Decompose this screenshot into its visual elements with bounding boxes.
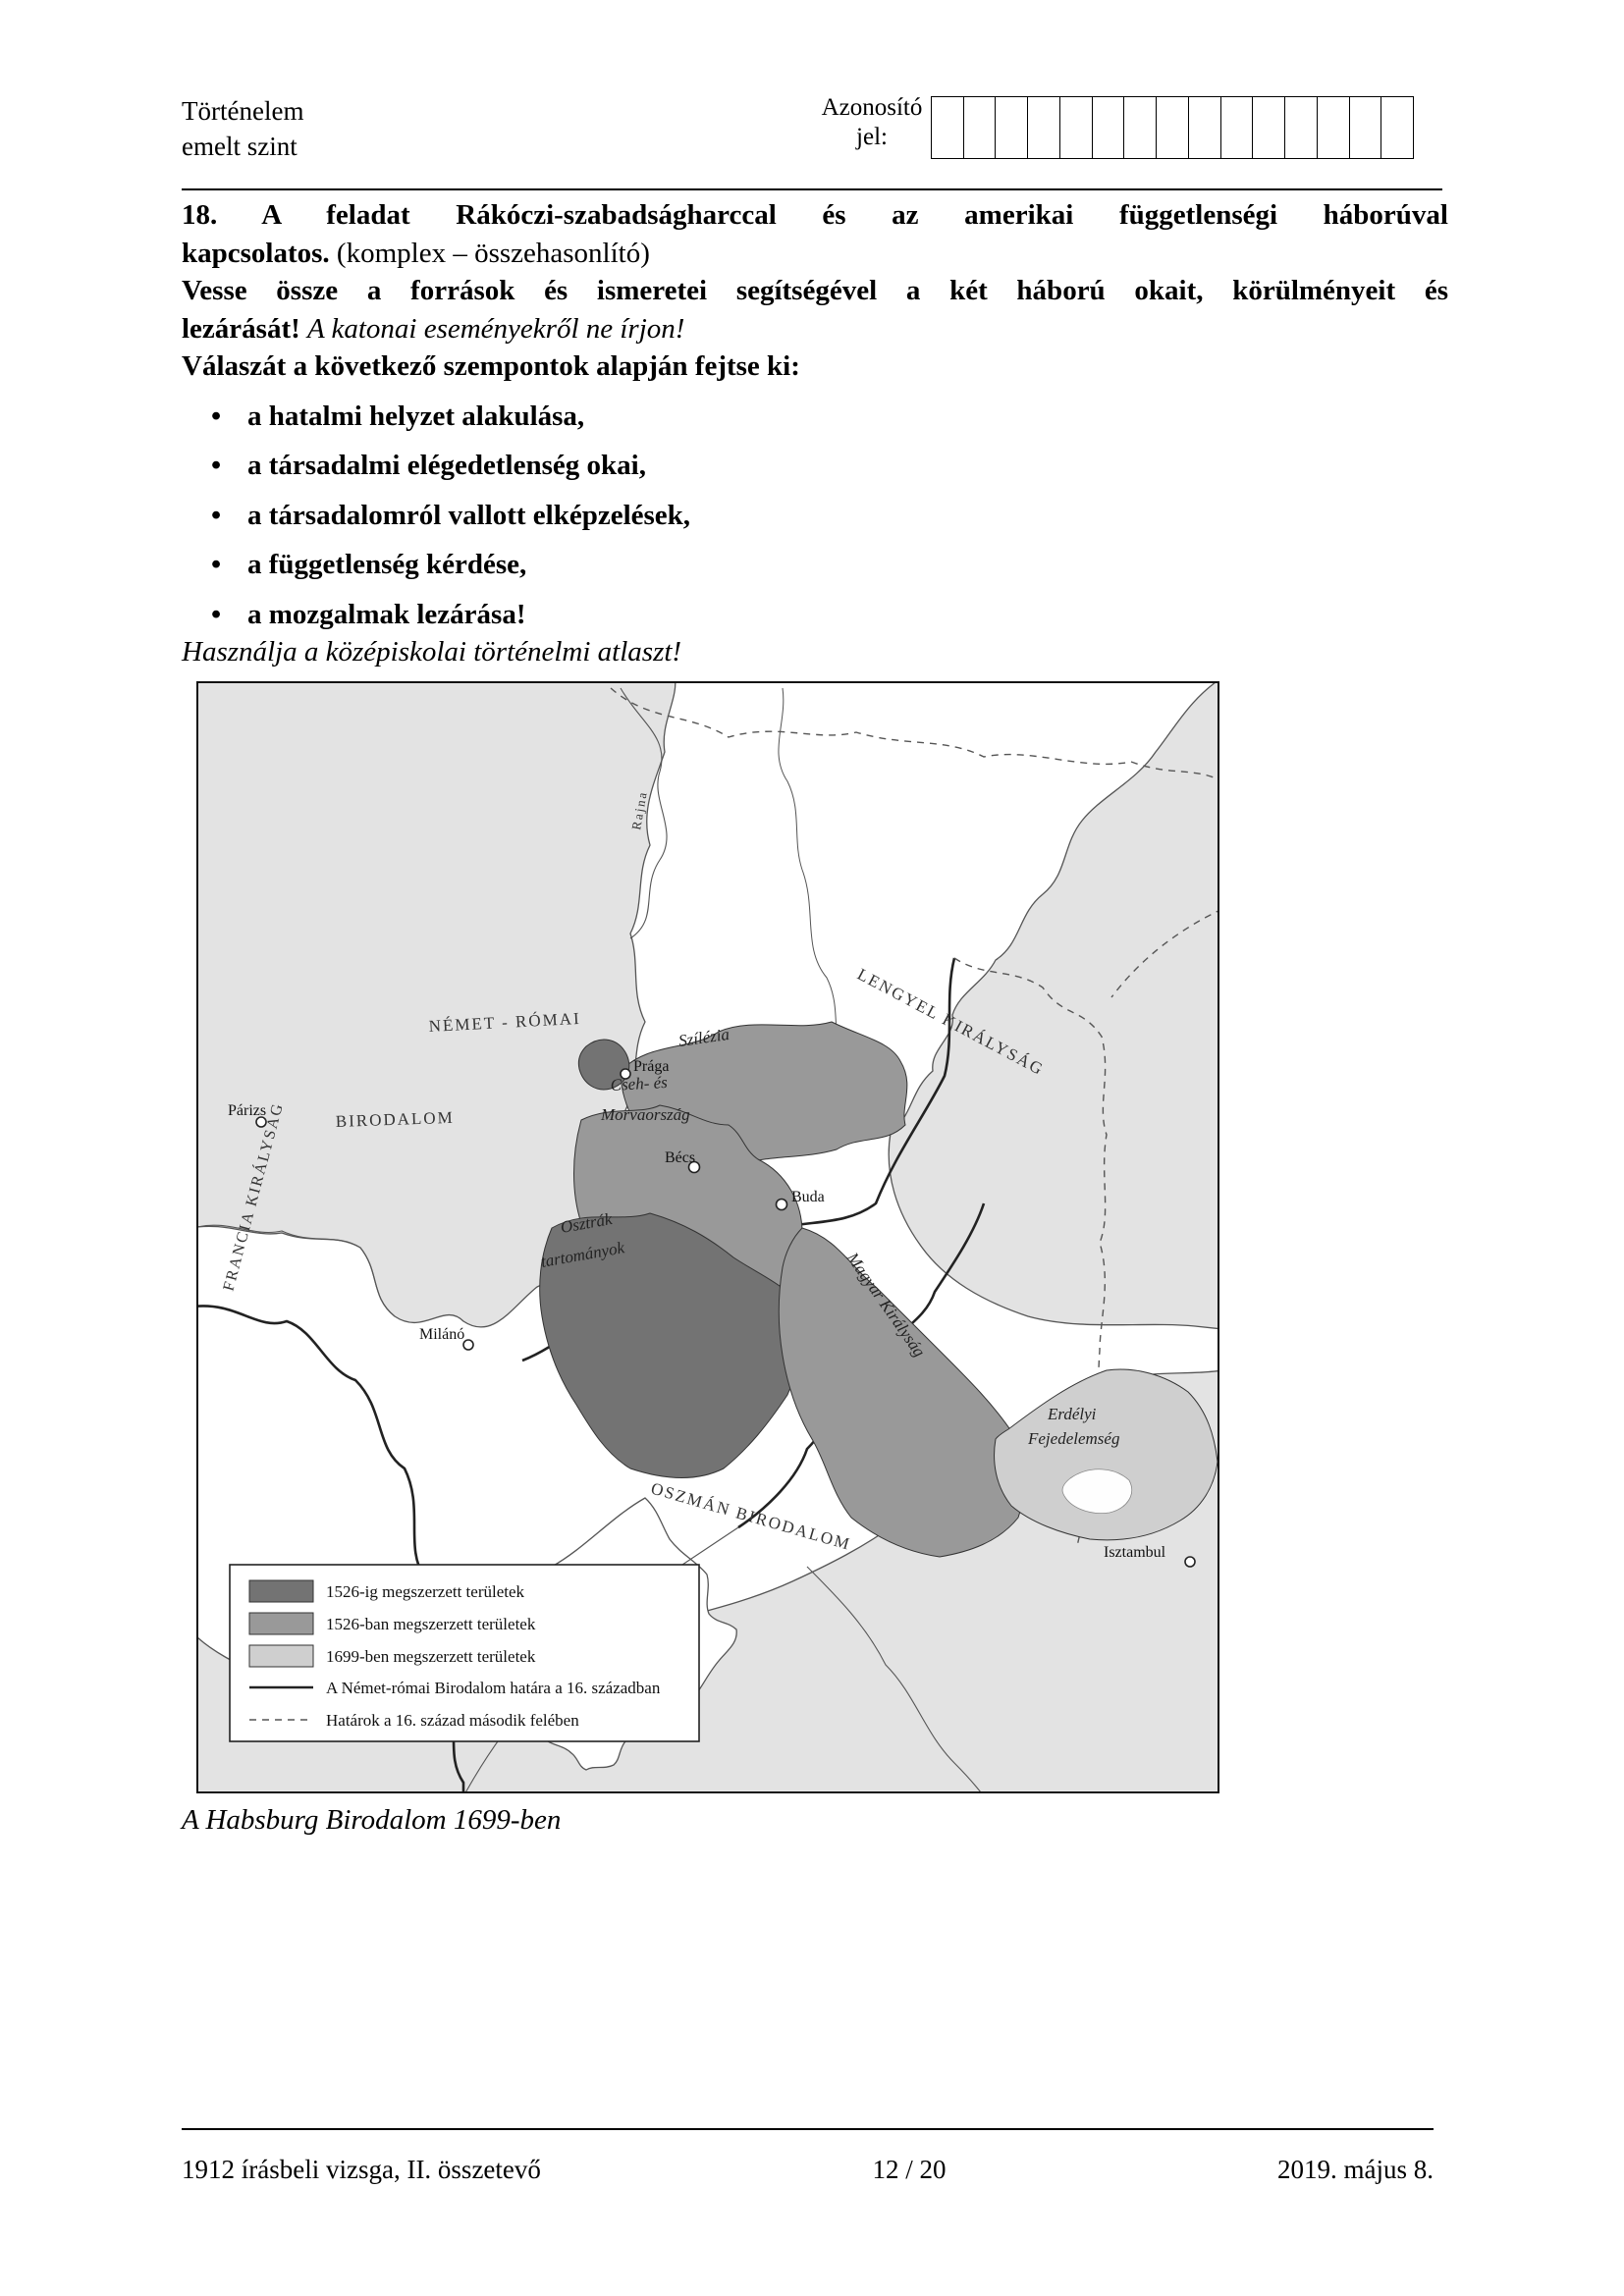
- svg-text:1699-ben megszerzett területek: 1699-ben megszerzett területek: [326, 1647, 536, 1666]
- svg-text:Isztambul: Isztambul: [1104, 1544, 1166, 1561]
- svg-text:Bécs: Bécs: [665, 1149, 695, 1166]
- svg-text:Buda: Buda: [791, 1189, 825, 1205]
- svg-text:A Német-római Birodalom határa: A Német-római Birodalom határa a 16. szá…: [326, 1679, 661, 1697]
- svg-text:Fejedelemség: Fejedelemség: [1027, 1429, 1119, 1448]
- svg-text:Cseh- és: Cseh- és: [610, 1073, 668, 1095]
- svg-text:1526-ig megszerzett területek: 1526-ig megszerzett területek: [326, 1582, 525, 1601]
- svg-text:Határok a 16. század második f: Határok a 16. század második felében: [326, 1711, 579, 1730]
- svg-text:Morvaország: Morvaország: [600, 1105, 690, 1124]
- svg-text:1526-ban megszerzett területek: 1526-ban megszerzett területek: [326, 1615, 536, 1633]
- svg-text:Erdélyi: Erdélyi: [1047, 1405, 1097, 1423]
- svg-text:Milánó: Milánó: [419, 1326, 464, 1343]
- svg-text:Párizs: Párizs: [228, 1102, 266, 1119]
